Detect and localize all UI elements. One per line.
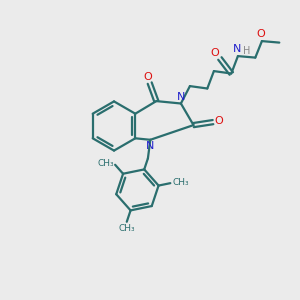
Text: N: N (146, 141, 154, 152)
Text: CH₃: CH₃ (172, 178, 189, 187)
Text: CH₃: CH₃ (118, 224, 135, 233)
Text: CH₃: CH₃ (97, 159, 114, 168)
Text: N: N (233, 44, 242, 55)
Text: H: H (243, 46, 250, 56)
Text: O: O (214, 116, 224, 126)
Text: N: N (177, 92, 186, 103)
Text: O: O (256, 29, 265, 39)
Text: O: O (210, 48, 219, 58)
Text: O: O (143, 72, 152, 82)
